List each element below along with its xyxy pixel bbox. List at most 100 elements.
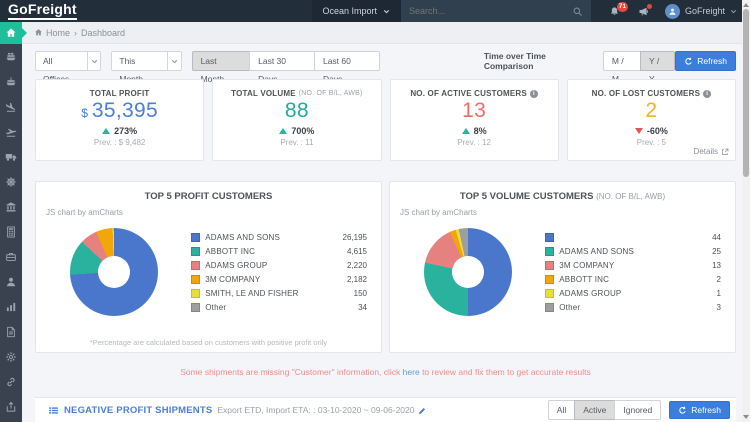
legend-swatch	[191, 302, 201, 312]
legend-label: ADAMS AND SONS	[205, 232, 281, 242]
info-icon[interactable]: i	[529, 89, 538, 98]
range-button-last-60-days[interactable]: Last 60 Days	[313, 51, 380, 84]
donut-chart[interactable]	[69, 228, 158, 316]
legend-item[interactable]: ABBOTT INC 2	[545, 274, 721, 284]
legend-value: 4,615	[346, 246, 367, 256]
sidebar-item-toolbox[interactable]	[0, 244, 22, 269]
legend-item[interactable]: ADAMS AND SONS 25	[545, 246, 721, 256]
sidebar-item-trucking[interactable]	[0, 144, 22, 169]
amcharts-credit[interactable]: JS chart by amCharts	[46, 208, 123, 217]
plane-departure-icon	[5, 126, 17, 138]
module-selector[interactable]: Ocean Import	[312, 0, 401, 22]
search-input[interactable]	[408, 6, 572, 16]
sidebar-item-integrations[interactable]	[0, 369, 22, 394]
kpi-card-0: TOTAL PROFIT $ 35,395 273% Prev. : $ 9,482	[35, 79, 205, 161]
chart-card-1: TOP 5 VOLUME CUSTOMERS (NO. OF B/L, AWB)…	[389, 181, 736, 353]
sidebar-item-reports[interactable]	[0, 294, 22, 319]
sidebar-item-ocean-export[interactable]	[0, 69, 22, 94]
negative-profit-title: NEGATIVE PROFIT SHIPMENTS	[64, 404, 213, 416]
sidebar-item-ocean-services[interactable]	[0, 169, 22, 194]
chart-title: TOP 5 PROFIT CUSTOMERS	[144, 191, 273, 202]
chart-body: ADAMS AND SONS 26,195 ABBOTT INC 4,615 ADAMS…	[36, 212, 381, 332]
chevron-down-icon	[382, 7, 391, 16]
announcements-button[interactable]	[638, 3, 652, 17]
info-icon[interactable]: i	[703, 89, 712, 98]
pencil-icon[interactable]	[418, 406, 427, 415]
gear-icon	[5, 351, 17, 363]
negative-profit-bar: NEGATIVE PROFIT SHIPMENTS Export ETD, Im…	[35, 397, 736, 422]
legend-item[interactable]: Other 34	[191, 302, 367, 312]
home-icon	[5, 27, 17, 39]
sidebar-item-air-import[interactable]	[0, 94, 22, 119]
legend-item[interactable]: ADAMS GROUP 2,220	[191, 260, 367, 270]
scrollbar-up-arrow[interactable]	[743, 3, 749, 7]
sidebar-item-home[interactable]	[0, 22, 27, 44]
legend-item[interactable]: ADAMS AND SONS 26,195	[191, 232, 367, 242]
bottom-refresh-button[interactable]: Refresh	[669, 401, 730, 419]
details-link[interactable]: Details	[694, 147, 729, 156]
comparison-button-y-y[interactable]: Y / Y	[640, 51, 676, 84]
scrollbar	[742, 0, 750, 422]
legend-item[interactable]: SMITH, LE AND FISHER 150	[191, 288, 367, 298]
kpi-trend: 8%	[461, 126, 487, 136]
legend-label: ABBOTT INC	[205, 246, 256, 256]
scrollbar-down-arrow[interactable]	[743, 415, 749, 419]
legend-swatch	[191, 246, 201, 256]
sidebar-item-documents[interactable]	[0, 319, 22, 344]
kpi-trend: 700%	[279, 126, 314, 136]
breadcrumb-current[interactable]: Dashboard	[81, 27, 126, 38]
status-button-active[interactable]: Active	[574, 400, 616, 420]
main-area: Home › Dashboard All Offices This Month …	[22, 22, 742, 422]
legend-value: 2,182	[346, 274, 367, 284]
warning-text-pre: Some shipments are missing "Customer" in…	[180, 367, 401, 377]
comparison-button-m-m[interactable]: M / M	[602, 51, 642, 84]
warning-here-link[interactable]: here	[402, 367, 420, 377]
scrollbar-thumb[interactable]	[743, 9, 749, 177]
donut-chart[interactable]	[423, 228, 512, 316]
external-link-icon	[721, 148, 729, 156]
helm-icon	[5, 176, 17, 188]
status-button-ignored[interactable]: Ignored	[614, 400, 662, 420]
period-select[interactable]: This Month	[111, 51, 182, 84]
office-select[interactable]: All Offices	[35, 51, 102, 84]
legend-label: Other	[559, 302, 581, 312]
sidebar-item-ocean-import[interactable]	[0, 44, 22, 69]
sidebar-item-accounting[interactable]	[0, 219, 22, 244]
legend-item[interactable]: 3M COMPANY 2,182	[191, 274, 367, 284]
legend-item[interactable]: 44	[545, 232, 721, 242]
legend-item[interactable]: Other 3	[545, 302, 721, 312]
user-menu[interactable]: GoFreight	[684, 6, 725, 16]
kpi-previous: Prev. : $ 9,482	[93, 138, 146, 147]
sidebar-item-warehouse[interactable]	[0, 194, 22, 219]
range-button-last-30-days[interactable]: Last 30 Days	[249, 51, 315, 84]
refresh-button[interactable]: Refresh	[675, 51, 736, 71]
status-button-all[interactable]: All	[547, 400, 576, 420]
legend-item[interactable]: ADAMS GROUP 1	[545, 288, 721, 298]
period-select-value: This Month	[119, 56, 143, 84]
legend-item[interactable]: ABBOTT INC 4,615	[191, 246, 367, 256]
kpi-title: NO. OF LOST CUSTOMERS i	[592, 89, 712, 98]
sidebar-item-settings[interactable]	[0, 344, 22, 369]
app-logo: GoFreight	[8, 2, 77, 20]
notifications-button[interactable]: 71	[609, 1, 628, 17]
amcharts-credit[interactable]: JS chart by amCharts	[400, 208, 477, 217]
sidebar-item-export[interactable]	[0, 394, 22, 419]
module-selector-label: Ocean Import	[322, 6, 377, 16]
kpi-title: NO. OF ACTIVE CUSTOMERS i	[410, 89, 538, 98]
legend-label: ADAMS GROUP	[559, 288, 622, 298]
truck-icon	[5, 151, 17, 163]
search-box	[400, 0, 591, 22]
sidebar-item-air-export[interactable]	[0, 119, 22, 144]
legend-value: 44	[712, 232, 721, 242]
breadcrumb-home[interactable]: Home	[34, 28, 70, 38]
legend-swatch	[545, 288, 555, 298]
legend-value: 34	[358, 302, 367, 312]
avatar[interactable]	[664, 3, 680, 19]
kpi-title: TOTAL VOLUME (NO. OF B/L, AWB)	[231, 89, 363, 98]
legend-item[interactable]: 3M COMPANY 13	[545, 260, 721, 270]
sidebar-item-contacts[interactable]	[0, 269, 22, 294]
chevron-down-icon	[167, 52, 181, 70]
document-icon	[5, 326, 17, 338]
range-button-last-month[interactable]: Last Month	[191, 51, 251, 84]
kpi-previous: Prev. : 12	[457, 138, 491, 147]
